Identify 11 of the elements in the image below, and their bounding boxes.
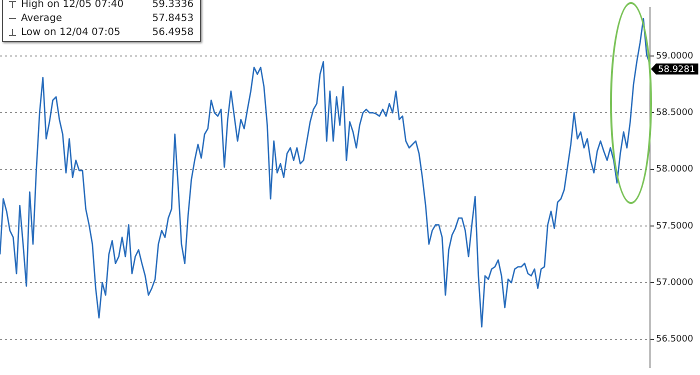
y-tick-label: 59.0000: [656, 51, 694, 62]
annotation: 56.4958: [151, 26, 194, 40]
annotation: Average: [21, 13, 62, 24]
y-tick-label: 58.0000: [656, 164, 694, 175]
y-tick-label: 58.5000: [656, 108, 694, 118]
y-tick-label: 57.0000: [656, 278, 694, 288]
annotation: 57.8453: [151, 12, 194, 26]
y-tick-label: 56.5000: [656, 334, 694, 345]
text: 58.9281: [658, 64, 696, 75]
y-tick-label: 57.5000: [656, 221, 694, 232]
annotation: Low on 12/04 07:05: [21, 27, 120, 38]
